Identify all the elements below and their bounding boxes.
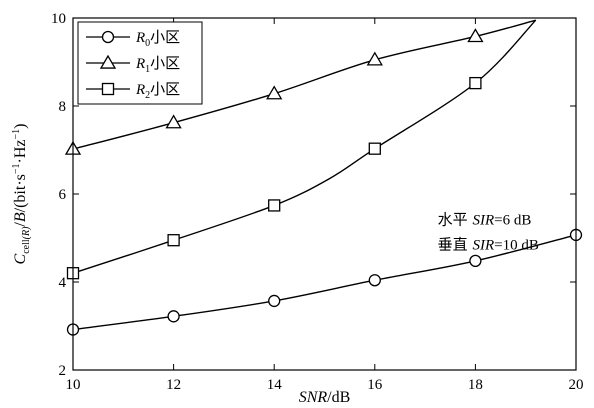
- legend-label-0: R0小区: [135, 28, 180, 49]
- y-tick-label: 8: [59, 99, 67, 115]
- data-point-triangle: [366, 51, 383, 66]
- series-line-0: [72, 234, 577, 331]
- x-tick-label: 10: [66, 377, 81, 393]
- data-point-triangle: [467, 28, 484, 43]
- x-tick-label: 16: [367, 377, 383, 393]
- data-point-square: [469, 76, 482, 90]
- legend-marker-square: [101, 82, 115, 96]
- x-tick-label: 12: [166, 377, 181, 393]
- series-0: [66, 228, 583, 336]
- plot-area: [64, 19, 583, 336]
- annotation-line-1: 垂直 SIR=10 dB: [438, 235, 539, 253]
- data-point-square: [167, 234, 180, 247]
- annotation-line-0: 水平 SIR=6 dB: [438, 210, 532, 228]
- data-point-triangle: [165, 114, 182, 129]
- y-tick-label: 10: [51, 11, 66, 27]
- legend-label-2: R2小区: [135, 80, 180, 101]
- data-point-circle: [368, 274, 381, 287]
- legend-label-1: R1小区: [135, 54, 180, 75]
- y-axis-label: Ccell(R)/B/(bit·s−1·Hz−1): [11, 124, 32, 265]
- y-tick-label: 2: [59, 363, 67, 379]
- data-point-square: [268, 199, 281, 212]
- data-point-square: [368, 142, 381, 155]
- x-tick-label: 18: [468, 377, 483, 393]
- x-tick-label: 14: [267, 377, 283, 393]
- data-point-triangle: [266, 85, 283, 100]
- y-tick-label: 4: [59, 275, 67, 291]
- x-axis-label: SNR/dB: [299, 389, 351, 406]
- data-point-circle: [167, 310, 180, 323]
- legend-marker-circle: [101, 30, 115, 44]
- data-point-circle: [268, 294, 281, 308]
- legend-marker-triangle: [99, 54, 117, 69]
- annotation-block: 水平 SIR=6 dB 垂直 SIR=10 dB: [438, 210, 539, 253]
- y-tick-label: 6: [59, 187, 67, 203]
- data-point-circle: [469, 254, 482, 268]
- axes: 10 12 14 16 18 20 2 4 6 8 10: [51, 11, 584, 393]
- x-tick-label: 20: [569, 377, 584, 393]
- legend: R0小区 R1小区 R2小区: [77, 21, 203, 105]
